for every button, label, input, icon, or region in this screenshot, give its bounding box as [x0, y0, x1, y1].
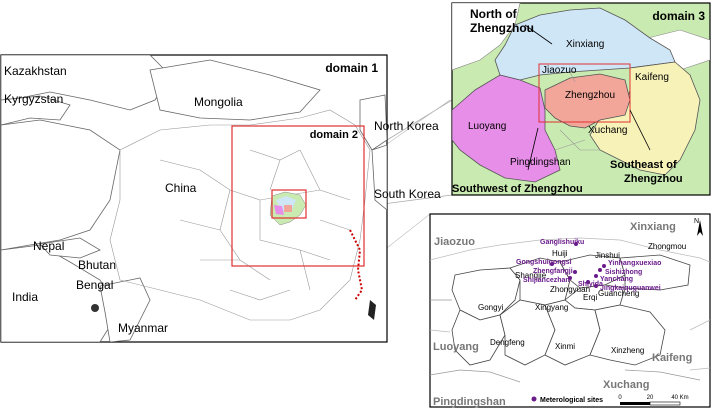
- site-label: Sishizhong: [605, 269, 642, 276]
- domain2-box: [231, 125, 365, 267]
- city-label: Pingdingshan: [510, 157, 571, 168]
- site-label: Jingkaiquguanwei: [600, 285, 661, 292]
- region-label-southwest: Southwest of Zhengzhou: [452, 183, 583, 195]
- site-marker: [602, 264, 606, 268]
- domain4-basemap: [430, 237, 710, 383]
- region-label-north: North of: [470, 7, 518, 21]
- north-arrow-icon: N: [694, 218, 703, 236]
- country-label: China: [165, 181, 197, 195]
- country-label: North Korea: [374, 119, 439, 133]
- country-label: Kyrgyzstan: [4, 92, 63, 106]
- site-label: Shiyida: [578, 281, 603, 288]
- county-label: Guancheng: [598, 289, 639, 298]
- domain3-tag: domain 3: [652, 9, 705, 23]
- domain2-tag: domain 2: [310, 129, 358, 141]
- county-label: Jinshui: [595, 251, 620, 260]
- neighbor-label: Luoyang: [433, 341, 479, 353]
- north-arrow-label: N: [694, 218, 699, 225]
- site-label: Gongshuigongsi: [516, 259, 572, 266]
- county-label: Shangjie: [515, 271, 547, 280]
- site-label: Zhengfangji: [533, 268, 573, 275]
- country-label: India: [12, 290, 38, 304]
- domain1-basemap: [1, 55, 387, 342]
- domain3-panel: domain 3 North of Zhengzhou Xinxiang Jia…: [451, 2, 711, 196]
- site-label: Ganglishuiku: [540, 239, 584, 246]
- city-label: Xinxiang: [566, 39, 604, 50]
- country-label: Myanmar: [118, 321, 168, 335]
- country-label: Kazakhstan: [4, 64, 67, 78]
- domain1-panel: domain 1 domain 2 Kazakhstan Kyrgyzstan …: [0, 54, 441, 343]
- domain3-regions: [452, 3, 710, 183]
- country-label: Nepal: [33, 239, 64, 253]
- county-label: Huiji: [552, 249, 568, 258]
- neighbor-label: Xuchang: [603, 379, 649, 391]
- legend-label: Meterological sites: [540, 397, 603, 404]
- domain4-box: [538, 63, 631, 123]
- city-label: Jiaozuo: [542, 65, 577, 76]
- country-label: Bengal: [76, 278, 113, 292]
- country-label: Bhutan: [78, 258, 116, 272]
- region-label-north-line2: Zhengzhou: [470, 21, 534, 35]
- site-marker: [574, 242, 578, 246]
- county-label: Xingyang: [535, 303, 568, 312]
- city-label: Luoyang: [468, 121, 506, 132]
- scale-label: 20: [647, 395, 654, 401]
- county-label: Erqi: [583, 293, 597, 302]
- site-marker: [598, 268, 602, 272]
- region-label-southeast: Southeast of Zhengzhou: [610, 159, 683, 185]
- domain4-panel: Xinxiang Jiaozuo Luoyang Kaifeng Xuchang…: [429, 213, 711, 408]
- site-markers: [550, 242, 606, 288]
- city-label: Zhengzhou: [565, 90, 615, 101]
- region-label-north: North of Zhengzhou: [470, 7, 534, 35]
- neighbor-label: Xinxiang: [630, 221, 676, 233]
- scale-label: 40 Km: [671, 395, 688, 401]
- city-label: Kaifeng: [635, 72, 669, 83]
- domain1-tag: domain 1: [325, 61, 378, 75]
- site-marker: [568, 276, 572, 280]
- scale-label: 0: [618, 395, 622, 401]
- neighbor-label: Jiaozuo: [434, 236, 475, 248]
- site-marker: [594, 274, 598, 278]
- site-marker: [586, 280, 590, 284]
- scale-bar: 0 20 40 Km: [618, 395, 689, 406]
- neighbor-label: Pingdingshan: [433, 396, 506, 408]
- county-label: Zhongmou: [648, 242, 686, 251]
- site-marker: [594, 284, 598, 288]
- site-marker: [573, 270, 577, 274]
- county-label: Xinmi: [555, 342, 575, 351]
- site-label: Yinhangxuexiao: [608, 260, 661, 267]
- site-marker: [550, 262, 554, 266]
- county-label: Xinzheng: [611, 346, 644, 355]
- legend-site-icon: [531, 396, 537, 402]
- country-label: South Korea: [374, 187, 441, 201]
- city-label: Xuchang: [588, 125, 627, 136]
- county-label: Dengfeng: [490, 338, 525, 347]
- neighbor-label: Kaifeng: [652, 352, 692, 364]
- domain3-inset-in-domain1: [269, 189, 307, 226]
- county-label: Gongyi: [478, 303, 504, 312]
- site-label: Yanchang: [600, 276, 633, 283]
- country-label: Mongolia: [194, 95, 243, 109]
- site-label: Shijiancezhan: [523, 277, 570, 284]
- county-label: Zhongyuan: [550, 285, 590, 294]
